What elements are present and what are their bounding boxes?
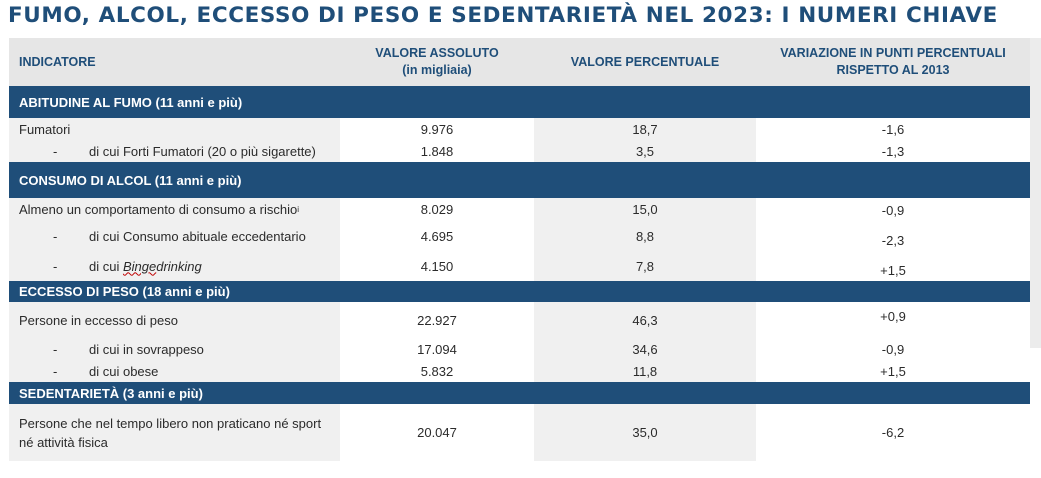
table-row: Almeno un comportamento di consumo a ris… — [9, 198, 1030, 221]
section-alcohol: CONSUMO DI ALCOL (11 anni e più) — [9, 162, 1030, 198]
row-percent: 7,8 — [534, 251, 756, 281]
row-label: Persone in eccesso di peso — [9, 302, 340, 338]
row-variation: -0,9 — [756, 198, 1030, 221]
table-header: INDICATORE VALORE ASSOLUTO (in migliaia) … — [9, 38, 1030, 86]
row-percent: 11,8 — [534, 360, 756, 382]
table-row: - di cui Forti Fumatori (20 o più sigaret… — [9, 140, 1030, 162]
row-percent: 34,6 — [534, 338, 756, 360]
row-label: Persone che nel tempo libero non pratica… — [9, 404, 340, 461]
row-percent: 3,5 — [534, 140, 756, 162]
row-absolute: 20.047 — [340, 404, 534, 461]
row-percent: 8,8 — [534, 221, 756, 251]
section-overweight: ECCESSO DI PESO (18 anni e più) — [9, 281, 1030, 302]
section-smoking: ABITUDINE AL FUMO (11 anni e più) — [9, 86, 1030, 118]
row-variation: +1,5 — [756, 251, 1030, 281]
spellcheck-underline-word: Binge — [122, 258, 157, 274]
header-percent: VALORE PERCENTUALE — [570, 54, 720, 69]
row-percent: 35,0 — [534, 404, 756, 461]
table-row: - di cui Consumo abituale eccedentario 4.… — [9, 221, 1030, 251]
row-absolute: 9.976 — [340, 118, 534, 140]
section-sedentary: SEDENTARIETÀ (3 anni e più) — [9, 382, 1030, 404]
row-label: - di cui in sovrappeso — [9, 338, 340, 360]
row-variation: -2,3 — [756, 221, 1030, 251]
row-absolute: 8.029 — [340, 198, 534, 221]
row-label: Fumatori — [9, 118, 340, 140]
row-label: - di cui Consumo abituale eccedentario — [9, 221, 340, 251]
row-variation: -0,9 — [756, 338, 1030, 360]
table-row: Fumatori 9.976 18,7 -1,6 — [9, 118, 1030, 140]
row-absolute: 4.150 — [340, 251, 534, 281]
row-label: - di cui Forti Fumatori (20 o più sigaret… — [9, 140, 340, 162]
row-variation: +1,5 — [756, 360, 1030, 382]
table-row: - di cui in sovrappeso 17.094 34,6 -0,9 — [9, 338, 1030, 360]
table-row: Persone in eccesso di peso 22.927 46,3 +… — [9, 302, 1030, 338]
row-label: Almeno un comportamento di consumo a ris… — [9, 198, 340, 221]
row-percent: 15,0 — [534, 198, 756, 221]
right-edge-strip — [1030, 38, 1041, 348]
header-variation: VARIAZIONE IN PUNTI PERCENTUALI RISPETTO … — [780, 46, 1006, 77]
row-absolute: 22.927 — [340, 302, 534, 338]
row-absolute: 17.094 — [340, 338, 534, 360]
header-indicator: INDICATORE — [19, 54, 96, 69]
page-title: FUMO, ALCOL, ECCESSO DI PESO E SEDENTARI… — [8, 3, 998, 28]
table-row: - di cui obese 5.832 11,8 +1,5 — [9, 360, 1030, 382]
row-label: - di cui Binge drinking — [9, 251, 340, 281]
header-absolute: VALORE ASSOLUTO (in migliaia) — [375, 46, 499, 77]
row-absolute: 5.832 — [340, 360, 534, 382]
row-absolute: 4.695 — [340, 221, 534, 251]
table-row: Persone che nel tempo libero non pratica… — [9, 404, 1030, 461]
row-variation: -1,3 — [756, 140, 1030, 162]
row-variation: -6,2 — [756, 404, 1030, 461]
row-variation: +0,9 — [756, 302, 1030, 338]
row-label: - di cui obese — [9, 360, 340, 382]
row-percent: 46,3 — [534, 302, 756, 338]
table-row: - di cui Binge drinking 4.150 7,8 +1,5 — [9, 251, 1030, 281]
row-percent: 18,7 — [534, 118, 756, 140]
row-variation: -1,6 — [756, 118, 1030, 140]
row-absolute: 1.848 — [340, 140, 534, 162]
